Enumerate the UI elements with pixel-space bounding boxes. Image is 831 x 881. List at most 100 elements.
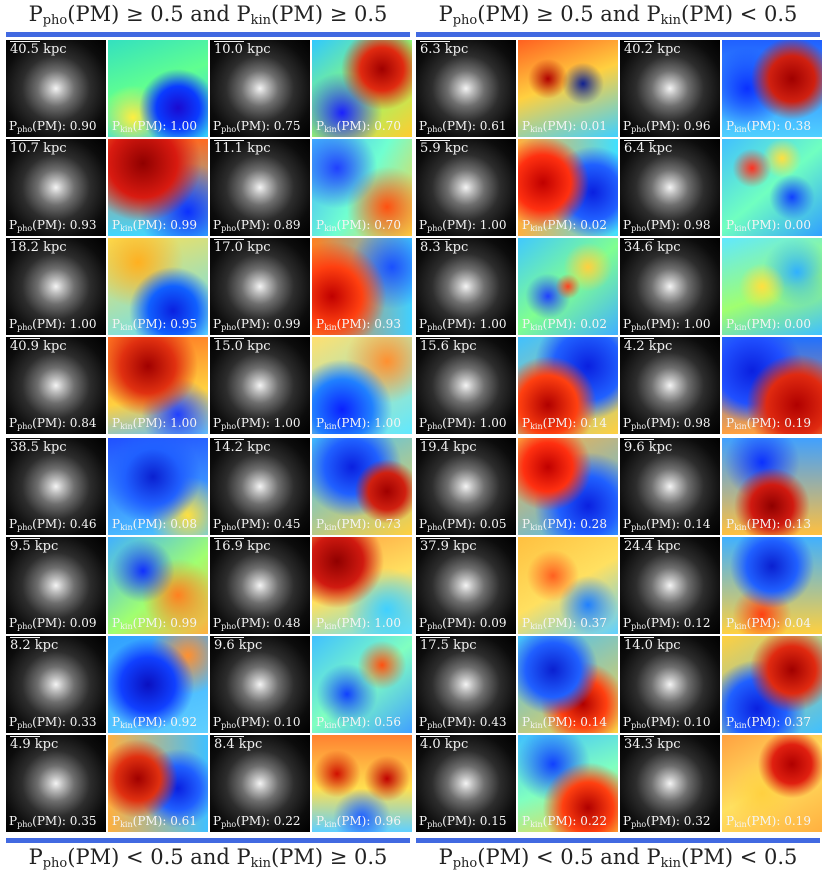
galaxy-image: 40.2 kpc Ppho(PM): 0.96	[620, 40, 720, 137]
kinematic-map: Pkin(PM): 0.04	[722, 537, 822, 634]
p-kin-label: Pkin(PM): 0.02	[522, 218, 607, 233]
kinematic-map: Pkin(PM): 0.70	[312, 40, 412, 137]
kinematic-map: Pkin(PM): 0.01	[518, 40, 618, 137]
scale-bar-label: 8.2 kpc	[10, 637, 59, 653]
galaxy-image: 14.0 kpc Ppho(PM): 0.10	[620, 636, 720, 733]
kinematic-map: Pkin(PM): 0.37	[722, 636, 822, 733]
quadrant-bottom-left-title: Ppho(PM) < 0.5 and Pkin(PM) ≥ 0.5	[28, 845, 388, 871]
galaxy-panel: 10.7 kpc Ppho(PM): 0.93 Pkin(PM): 0.99	[6, 139, 208, 236]
p-pho-label: Ppho(PM): 0.89	[213, 218, 301, 233]
galaxy-panel: 8.3 kpc Ppho(PM): 1.00 Pkin(PM): 0.02	[416, 238, 618, 335]
p-pho-label: Ppho(PM): 0.99	[213, 317, 301, 332]
galaxy-panel: 8.2 kpc Ppho(PM): 0.33 Pkin(PM): 0.92	[6, 636, 208, 733]
kinematic-map: Pkin(PM): 0.73	[312, 438, 412, 535]
galaxy-panel: 4.2 kpc Ppho(PM): 0.98 Pkin(PM): 0.19	[620, 337, 822, 434]
galaxy-image: 14.2 kpc Ppho(PM): 0.45	[210, 438, 310, 535]
p-kin-label: Pkin(PM): 0.22	[522, 814, 607, 829]
p-pho-label: Ppho(PM): 0.33	[9, 715, 97, 730]
p-kin-label: Pkin(PM): 0.37	[726, 715, 811, 730]
p-kin-label: Pkin(PM): 0.96	[316, 814, 401, 829]
kinematic-map: Pkin(PM): 0.00	[722, 238, 822, 335]
p-kin-label: Pkin(PM): 0.93	[316, 317, 401, 332]
galaxy-panel: 17.5 kpc Ppho(PM): 0.43 Pkin(PM): 0.14	[416, 636, 618, 733]
p-kin-label: Pkin(PM): 0.95	[112, 317, 197, 332]
galaxy-image: 40.9 kpc Ppho(PM): 0.84	[6, 337, 106, 434]
p-pho-label: Ppho(PM): 0.84	[9, 416, 97, 431]
galaxy-image: 34.3 kpc Ppho(PM): 0.32	[620, 735, 720, 832]
scale-bar-label: 6.3 kpc	[420, 41, 469, 57]
kinematic-map: Pkin(PM): 0.93	[312, 238, 412, 335]
p-kin-label: Pkin(PM): 0.70	[316, 119, 401, 134]
galaxy-panel: 15.0 kpc Ppho(PM): 1.00 Pkin(PM): 1.00	[210, 337, 412, 434]
quadrant-top-left-title: Ppho(PM) ≥ 0.5 and Pkin(PM) ≥ 0.5	[28, 2, 388, 28]
scale-bar-label: 10.0 kpc	[214, 41, 271, 57]
galaxy-image: 11.1 kpc Ppho(PM): 0.89	[210, 139, 310, 236]
scale-bar-label: 14.2 kpc	[214, 439, 271, 455]
p-kin-label: Pkin(PM): 0.19	[726, 814, 811, 829]
p-pho-label: Ppho(PM): 0.35	[9, 814, 97, 829]
p-pho-label: Ppho(PM): 0.05	[419, 517, 507, 532]
kinematic-map: Pkin(PM): 1.00	[108, 337, 208, 434]
p-kin-label: Pkin(PM): 0.02	[522, 317, 607, 332]
kinematic-map: Pkin(PM): 0.61	[108, 735, 208, 832]
kinematic-map: Pkin(PM): 0.08	[108, 438, 208, 535]
kinematic-map: Pkin(PM): 0.00	[722, 139, 822, 236]
quadrant-bottom-left: 38.5 kpc Ppho(PM): 0.46 Pkin(PM): 0.08 14.2…	[6, 438, 412, 832]
scale-bar-label: 8.4 kpc	[214, 736, 263, 752]
p-pho-label: Ppho(PM): 0.32	[623, 814, 711, 829]
quadrant-top-left: 40.5 kpc Ppho(PM): 0.90 Pkin(PM): 1.00 10.0…	[6, 40, 412, 434]
scale-bar-label: 15.0 kpc	[214, 338, 271, 354]
p-pho-label: Ppho(PM): 1.00	[213, 416, 301, 431]
galaxy-image: 4.0 kpc Ppho(PM): 0.15	[416, 735, 516, 832]
p-pho-label: Ppho(PM): 0.09	[419, 616, 507, 631]
p-pho-label: Ppho(PM): 0.43	[419, 715, 507, 730]
p-kin-label: Pkin(PM): 0.92	[112, 715, 197, 730]
galaxy-image: 38.5 kpc Ppho(PM): 0.46	[6, 438, 106, 535]
kinematic-map: Pkin(PM): 0.22	[518, 735, 618, 832]
p-pho-label: Ppho(PM): 0.46	[9, 517, 97, 532]
galaxy-panel: 16.9 kpc Ppho(PM): 0.48 Pkin(PM): 1.00	[210, 537, 412, 634]
galaxy-panel: 9.6 kpc Ppho(PM): 0.14 Pkin(PM): 0.13	[620, 438, 822, 535]
scale-bar-label: 17.5 kpc	[420, 637, 477, 653]
scale-bar-label: 40.5 kpc	[10, 41, 67, 57]
p-kin-label: Pkin(PM): 0.01	[522, 119, 607, 134]
p-pho-label: Ppho(PM): 1.00	[419, 416, 507, 431]
kinematic-map: Pkin(PM): 1.00	[312, 537, 412, 634]
quadrant-top-right-title: Ppho(PM) ≥ 0.5 and Pkin(PM) < 0.5	[438, 2, 798, 28]
scale-bar-label: 19.4 kpc	[420, 439, 477, 455]
p-kin-label: Pkin(PM): 0.56	[316, 715, 401, 730]
p-pho-label: Ppho(PM): 0.15	[419, 814, 507, 829]
kinematic-map: Pkin(PM): 0.14	[518, 636, 618, 733]
galaxy-image: 17.0 kpc Ppho(PM): 0.99	[210, 238, 310, 335]
scale-bar-label: 34.6 kpc	[624, 239, 681, 255]
kinematic-map: Pkin(PM): 0.92	[108, 636, 208, 733]
galaxy-panel: 5.9 kpc Ppho(PM): 1.00 Pkin(PM): 0.02	[416, 139, 618, 236]
p-kin-label: Pkin(PM): 0.99	[112, 218, 197, 233]
p-kin-label: Pkin(PM): 0.14	[522, 416, 607, 431]
scale-bar-label: 4.2 kpc	[624, 338, 673, 354]
galaxy-image: 8.3 kpc Ppho(PM): 1.00	[416, 238, 516, 335]
galaxy-image: 9.5 kpc Ppho(PM): 0.09	[6, 537, 106, 634]
p-pho-label: Ppho(PM): 0.22	[213, 814, 301, 829]
scale-bar-label: 4.9 kpc	[10, 736, 59, 752]
quadrant-top-right: 6.3 kpc Ppho(PM): 0.61 Pkin(PM): 0.01 40.2 …	[416, 40, 822, 434]
p-kin-label: Pkin(PM): 0.73	[316, 517, 401, 532]
p-kin-label: Pkin(PM): 0.14	[522, 715, 607, 730]
scale-bar-label: 40.9 kpc	[10, 338, 67, 354]
kinematic-map: Pkin(PM): 1.00	[312, 337, 412, 434]
p-kin-label: Pkin(PM): 0.13	[726, 517, 811, 532]
galaxy-panel: 14.2 kpc Ppho(PM): 0.45 Pkin(PM): 0.73	[210, 438, 412, 535]
galaxy-panel: 11.1 kpc Ppho(PM): 0.89 Pkin(PM): 0.70	[210, 139, 412, 236]
galaxy-image: 37.9 kpc Ppho(PM): 0.09	[416, 537, 516, 634]
p-pho-label: Ppho(PM): 1.00	[419, 317, 507, 332]
galaxy-image: 24.4 kpc Ppho(PM): 0.12	[620, 537, 720, 634]
p-pho-label: Ppho(PM): 0.45	[213, 517, 301, 532]
quadrant-bottom-right-title: Ppho(PM) < 0.5 and Pkin(PM) < 0.5	[438, 845, 798, 871]
scale-bar-label: 38.5 kpc	[10, 439, 67, 455]
galaxy-panel: 40.9 kpc Ppho(PM): 0.84 Pkin(PM): 1.00	[6, 337, 208, 434]
galaxy-image: 34.6 kpc Ppho(PM): 1.00	[620, 238, 720, 335]
kinematic-map: Pkin(PM): 0.56	[312, 636, 412, 733]
galaxy-image: 5.9 kpc Ppho(PM): 1.00	[416, 139, 516, 236]
galaxy-image: 15.0 kpc Ppho(PM): 1.00	[210, 337, 310, 434]
galaxy-panel: 19.4 kpc Ppho(PM): 0.05 Pkin(PM): 0.28	[416, 438, 618, 535]
